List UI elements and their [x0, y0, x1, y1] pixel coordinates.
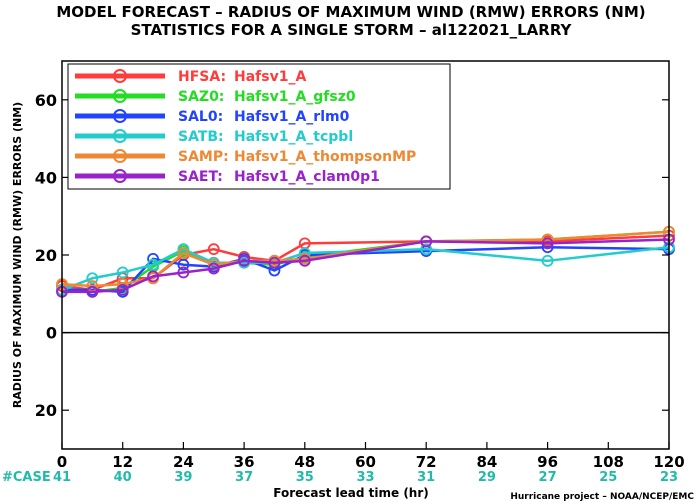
case-count: 23 [660, 470, 678, 485]
x-tick-label: 12 [112, 453, 133, 471]
x-tick-label: 48 [294, 453, 315, 471]
legend-series-desc: Hafsv1_A [234, 69, 306, 85]
y-tick-label: 0 [46, 324, 57, 343]
legend-series-name: SAZ0: [178, 89, 224, 105]
legend-entry: SAZ0: Hafsv1_A_gfsz0 [75, 89, 356, 105]
legend-series-desc: Hafsv1_A_rlm0 [234, 109, 350, 125]
legend-series-desc: Hafsv1_A_thompsonMP [234, 149, 416, 165]
legend-series-name: HFSA: [178, 69, 226, 85]
x-tick-label: 120 [653, 453, 684, 471]
legend-entry: HFSA: Hafsv1_A [75, 69, 306, 85]
legend-swatch-marker [113, 129, 127, 143]
case-count: 25 [599, 470, 617, 485]
data-point [420, 243, 433, 256]
chart-title: MODEL FORECAST – RADIUS OF MAXIMUM WIND … [56, 3, 645, 21]
data-point [86, 285, 99, 298]
credit-text: Hurricane project – NOAA/NCEP/EMC [510, 492, 694, 502]
x-tick-label: 0 [57, 453, 67, 471]
y-tick-label: 20 [35, 401, 57, 420]
case-count: 27 [539, 470, 557, 485]
y-tick-label: 20 [35, 246, 57, 265]
data-point [177, 266, 190, 279]
legend-swatch-marker [113, 69, 127, 83]
data-point [541, 254, 554, 267]
legend-series-desc: Hafsv1_A_gfsz0 [234, 89, 356, 105]
chart-subtitle: STATISTICS FOR A SINGLE STORM – al122021… [131, 21, 573, 39]
legend-entry: SAET: Hafsv1_A_clam0p1 [75, 169, 380, 185]
x-tick-label: 36 [234, 453, 255, 471]
case-count: 41 [53, 470, 71, 485]
y-tick-label: 60 [35, 91, 57, 110]
case-count: 40 [114, 470, 132, 485]
data-point [541, 237, 554, 250]
legend-series-name: SAMP: [178, 149, 229, 165]
data-point [177, 247, 190, 259]
data-point [147, 270, 159, 283]
legend-box [67, 63, 451, 190]
x-tick-label: 108 [593, 453, 624, 471]
data-point [147, 258, 159, 271]
case-count: 29 [478, 470, 496, 485]
legend-entry: SAMP: Hafsv1_A_thompsonMP [75, 149, 416, 165]
legend-swatch-marker [113, 109, 127, 123]
legend-series-name: SAL0: [178, 109, 223, 125]
case-count: 35 [296, 470, 314, 485]
data-point [207, 262, 220, 275]
case-count: 33 [356, 470, 374, 485]
legend-swatch-marker [113, 169, 127, 183]
data-point [177, 258, 190, 271]
x-axis-label: Forecast lead time (hr) [273, 486, 429, 500]
y-axis-label: RADIUS OF MAXIMUM WIND (RMW) ERRORS (NM) [11, 102, 24, 408]
data-point [420, 235, 433, 248]
legend-swatch-marker [113, 149, 127, 163]
case-label: #CASE [2, 470, 51, 485]
data-point [207, 243, 220, 256]
data-point [86, 272, 99, 285]
x-tick-label: 60 [355, 453, 376, 471]
legend-series-name: SATB: [178, 129, 224, 145]
x-tick-label: 96 [537, 453, 558, 471]
x-tick-label: 84 [476, 453, 497, 471]
legend-swatch-marker [113, 89, 127, 103]
data-point [116, 284, 129, 296]
legend-series-name: SAET: [178, 169, 223, 185]
legend-series-desc: Hafsv1_A_tcpbl [234, 129, 353, 145]
legend-entry: SATB: Hafsv1_A_tcpbl [75, 129, 353, 145]
x-tick-label: 72 [416, 453, 437, 471]
data-point [268, 256, 281, 269]
data-point [238, 254, 251, 267]
case-count: 31 [417, 470, 435, 485]
x-tick-label: 24 [173, 453, 194, 471]
y-tick-label: 40 [35, 168, 57, 187]
legend-entry: SAL0: Hafsv1_A_rlm0 [75, 109, 350, 125]
legend-series-desc: Hafsv1_A_clam0p1 [234, 169, 380, 185]
data-point [298, 254, 311, 267]
series-Hafsv1_A_thompsonMP [56, 225, 675, 292]
data-point [116, 266, 129, 279]
case-count: 37 [235, 470, 253, 485]
case-count: 39 [174, 470, 192, 485]
